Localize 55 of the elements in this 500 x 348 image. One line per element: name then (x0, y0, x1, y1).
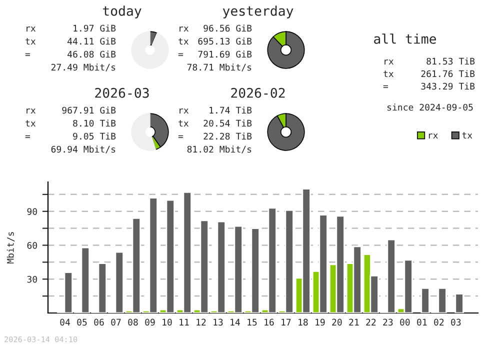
chart-title: yesterday (222, 6, 294, 18)
x-tick-label: 17 (282, 318, 291, 326)
x-tick-label: 11 (180, 318, 189, 326)
x-tick-label: 03 (451, 318, 461, 326)
text: 69.94 Mbit/s (51, 146, 116, 154)
x-tick-label: 21 (349, 318, 359, 326)
x-tick-label: 12 (196, 318, 206, 326)
chart-title: today (102, 6, 142, 18)
text: rx 1.74 TiB (180, 106, 252, 114)
text: rx 1.97 GiB (26, 24, 116, 32)
x-tick-label: 01 (417, 318, 427, 326)
text: = 22.28 TiB (178, 132, 252, 140)
text: tx 20.54 TiB (178, 120, 252, 127)
x-tick-label: 13 (214, 318, 223, 326)
x-tick-label: 22 (366, 318, 376, 326)
chart-title: 2026-03 (95, 88, 149, 98)
text: = 9.05 TiB (25, 132, 116, 140)
x-tick-label: 02 (434, 318, 444, 326)
x-tick-label: 18 (298, 318, 308, 326)
x-tick-label: 14 (230, 318, 240, 326)
text: tx 44.11 GiB (26, 38, 116, 45)
x-tick-label: 10 (162, 318, 172, 326)
x-tick-label: 06 (94, 318, 104, 326)
x-tick-label: 20 (332, 318, 342, 326)
x-tick-label: 04 (60, 318, 70, 326)
x-tick-label: 16 (264, 318, 274, 326)
text: all time (374, 34, 436, 44)
text: rx 967.91 GiB (26, 106, 116, 114)
x-tick-label: 19 (316, 318, 325, 326)
text: tx 261.76 TiB (384, 70, 475, 78)
text: rx 81.53 TiB (384, 58, 475, 65)
y-axis-title: Mbit/s (6, 232, 15, 264)
x-tick-label: 08 (128, 318, 138, 326)
x-tick-label: 23 (383, 318, 393, 326)
text: rx 96.56 GiB (180, 24, 252, 32)
text: tx 695.13 GiB (178, 38, 252, 45)
legend-label: rx (428, 133, 438, 139)
text: = 46.08 GiB (25, 50, 116, 58)
x-tick-label: 00 (400, 318, 410, 326)
text: = 343.29 TiB (383, 82, 475, 90)
y-tick-label: 30 (27, 276, 37, 283)
x-tick-label: 09 (145, 318, 155, 326)
legend-label: tx (462, 132, 472, 139)
chart-title: 2026-02 (231, 88, 285, 98)
text: 81.02 Mbit/s (187, 146, 252, 154)
x-tick-label: 15 (248, 318, 257, 326)
text: = 791.69 GiB (178, 50, 252, 58)
text: tx 8.10 TiB (26, 120, 116, 127)
text: 27.49 Mbit/s (51, 64, 116, 72)
x-tick-label: 05 (77, 318, 87, 326)
x-tick-label: 07 (111, 318, 121, 326)
text: since 2024-09-05 (387, 104, 473, 111)
y-tick-label: 60 (27, 242, 37, 249)
text: 78.71 Mbit/s (187, 64, 252, 72)
y-tick-label: 90 (27, 208, 37, 215)
